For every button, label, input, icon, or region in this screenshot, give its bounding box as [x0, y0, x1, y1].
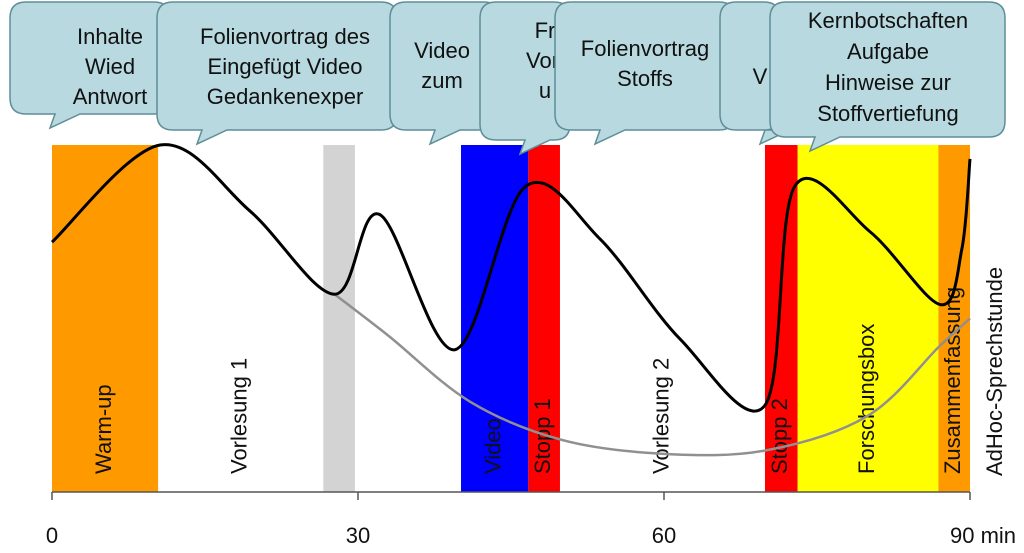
callout-text: Folienvortrag: [581, 36, 709, 61]
section-band: [797, 145, 939, 492]
section-band: [764, 145, 798, 492]
section-label: Zusammenfassung: [940, 287, 965, 474]
section-band: [938, 145, 970, 492]
callout-text: Gedankenexper: [207, 84, 364, 109]
callout-text: zum: [421, 68, 463, 93]
x-tick-label: 90 min: [950, 523, 1016, 548]
callout-text: Aufgabe: [847, 39, 929, 64]
section-label: Warm-up: [91, 384, 116, 474]
callout: Folienvortrag Stoffs: [554, 1, 736, 146]
callout-text: Folienvortrag des: [200, 24, 370, 49]
callout-text: Hinweise zur: [825, 70, 951, 95]
callout-text: V: [753, 64, 768, 89]
callout-text: Kernbotschaften: [808, 8, 968, 33]
x-tick-label: 0: [46, 523, 58, 548]
section-band: [323, 145, 355, 492]
callout-text: Fr: [535, 18, 556, 43]
curve: [50, 143, 972, 413]
side-label: AdHoc-Sprechstunde: [982, 267, 1007, 476]
section-label: Video: [480, 418, 505, 474]
callout: Inhalte Wied Antwort: [9, 1, 171, 130]
callout-text: Video: [414, 38, 470, 63]
callout-text: Antwort: [73, 84, 148, 109]
section-band: [52, 145, 159, 492]
callout-bubble: [769, 1, 1006, 153]
callout: Folienvortrag des Eingefügt Video Gedanken…: [156, 1, 398, 146]
section-label: Vorlesung 2: [648, 358, 673, 474]
section-label: Stopp 2: [767, 398, 792, 474]
callout: Kernbotschaften Aufgabe Hinweise zur Stoffv…: [769, 1, 1006, 153]
section-label: Forschungsbox: [854, 324, 879, 474]
x-tick-label: 30: [346, 523, 370, 548]
section-label: Vorlesung 1: [227, 358, 252, 474]
section-band: [461, 145, 529, 492]
x-tick-label: 60: [652, 523, 676, 548]
callout-text: Stoffvertiefung: [817, 101, 958, 126]
callout: Video zum: [389, 1, 501, 146]
callout-text: u: [539, 78, 551, 103]
curve: [333, 293, 971, 457]
callout-text: Eingefügt Video: [208, 54, 363, 79]
callout-text: Inhalte: [77, 24, 143, 49]
callout-text: Wied: [85, 54, 135, 79]
callout-text: Stoffs: [617, 66, 673, 91]
